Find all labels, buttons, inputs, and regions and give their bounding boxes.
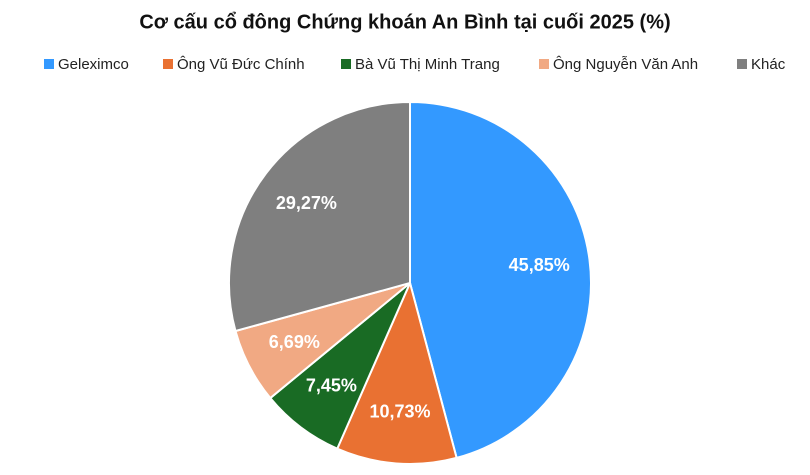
- data-label: 6,69%: [269, 332, 320, 352]
- legend-swatch: [539, 59, 549, 69]
- pie-slice: [409, 100, 592, 460]
- data-label: 29,27%: [276, 193, 337, 213]
- pie-slice: [228, 100, 411, 333]
- chart-title: Cơ cấu cổ đông Chứng khoán An Bình tại c…: [139, 11, 670, 33]
- data-label: 10,73%: [369, 402, 430, 422]
- legend-label: Ông Vũ Đức Chính: [177, 56, 305, 73]
- legend-label: Bà Vũ Thị Minh Trang: [355, 56, 500, 73]
- legend-swatch: [341, 59, 351, 69]
- legend-swatch: [737, 59, 747, 69]
- legend-label: Geleximco: [58, 56, 129, 73]
- legend-swatch: [163, 59, 173, 69]
- pie-slice: [335, 279, 458, 465]
- data-label: 45,85%: [509, 255, 570, 275]
- legend-swatch: [44, 59, 54, 69]
- legend-label: Khác: [751, 56, 786, 73]
- legend-label: Ông Nguyễn Văn Anh: [553, 56, 698, 73]
- data-label: 7,45%: [306, 376, 357, 396]
